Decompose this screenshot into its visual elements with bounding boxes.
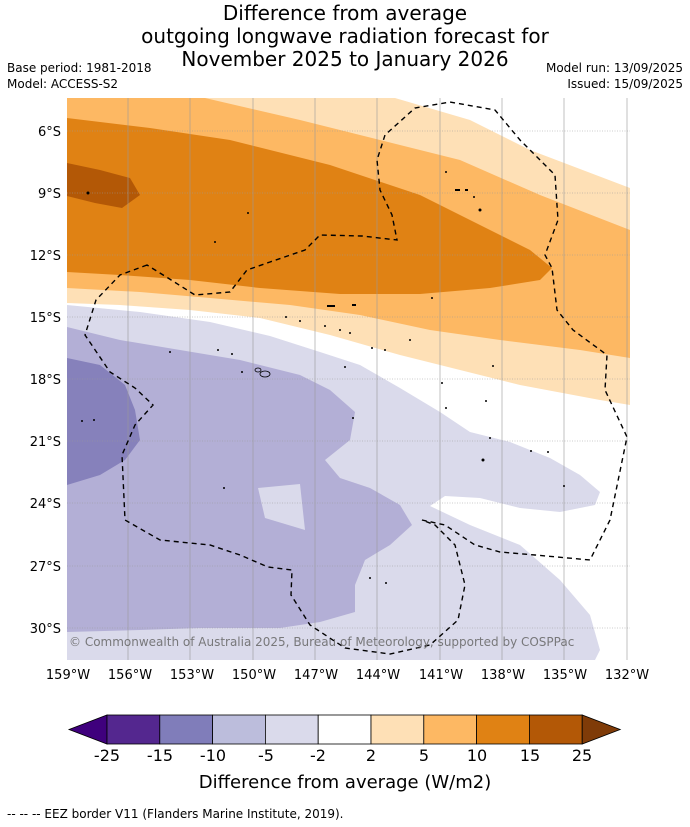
colorbar-label: Difference from average (W/m2): [199, 772, 491, 793]
lat-label: 6°S: [38, 125, 61, 140]
longitude-labels: 159°W 156°W 153°W 150°W 147°W 144°W 141°…: [46, 668, 649, 683]
lon-label: 138°W: [481, 668, 525, 683]
model-run: Model run: 13/09/2025: [545, 61, 683, 75]
lon-label: 135°W: [543, 668, 587, 683]
map-title: Difference from average outgoing longwav…: [0, 2, 690, 71]
colorbar-tick: -10: [200, 746, 226, 765]
colorbar-tick-labels: -25 -15 -10 -5 -2 2 5 10 15 25: [94, 746, 592, 765]
lon-label: 156°W: [108, 668, 152, 683]
colorbar-segment: [212, 714, 266, 745]
lon-label: 147°W: [294, 668, 338, 683]
latitude-labels: 6°S 9°S 12°S 15°S 18°S 21°S 24°S 27°S 30…: [30, 125, 61, 637]
lat-label: 12°S: [30, 249, 61, 264]
issued-date: Issued: 15/09/2025: [567, 77, 683, 91]
colorbar-arrow-low: [67, 714, 108, 745]
lat-label: 18°S: [30, 373, 61, 388]
meta-right: Model run: 13/09/2025 Issued: 15/09/2025: [546, 60, 683, 92]
band-15-to-25: [67, 163, 140, 208]
atoll-outlines: [254, 367, 271, 378]
colorbar-tick: 25: [572, 746, 592, 765]
lon-label: 144°W: [356, 668, 400, 683]
colorbar-segment: [317, 714, 372, 745]
lat-label: 21°S: [30, 435, 61, 450]
colorbar-tick: -2: [310, 746, 326, 765]
lon-label: 159°W: [46, 668, 90, 683]
colorbar-tick: -15: [147, 746, 173, 765]
eez-borders: [84, 101, 628, 655]
colorbar-segment: [264, 714, 319, 745]
eez-legend-note: -- -- -- EEZ border V11 (Flanders Marine…: [7, 807, 344, 821]
colorbar-tick: 5: [419, 746, 429, 765]
lat-label: 15°S: [30, 311, 61, 326]
colorbar-tick: -5: [258, 746, 274, 765]
lat-label: 30°S: [30, 622, 61, 637]
title-line-1: Difference from average: [222, 1, 468, 25]
title-line-2: outgoing longwave radiation forecast for: [141, 24, 549, 48]
band-minus-10-to-minus-15: [67, 358, 140, 485]
eez-border-french-polynesia: [84, 101, 628, 655]
base-period: Base period: 1981-2018: [7, 61, 152, 75]
colorbar-segment: [106, 714, 161, 745]
colorbar-tick: 2: [366, 746, 376, 765]
lon-label: 141°W: [419, 668, 463, 683]
colorbar-segment: [529, 714, 583, 745]
meta-left: Base period: 1981-2018 Model: ACCESS-S2: [7, 60, 152, 92]
copyright-notice: © Commonwealth of Australia 2025, Bureau…: [69, 635, 574, 649]
hole-minus-2-to-minus-5: [258, 484, 305, 530]
lon-label: 132°W: [605, 668, 649, 683]
model-name: Model: ACCESS-S2: [7, 77, 119, 91]
lat-label: 27°S: [30, 560, 61, 575]
colorbar-tick: 15: [520, 746, 540, 765]
map-plot-area: © Commonwealth of Australia 2025, Bureau…: [67, 98, 630, 660]
colorbar-arrow-high: [581, 714, 622, 745]
lon-label: 150°W: [232, 668, 276, 683]
lat-label: 9°S: [38, 187, 61, 202]
graticule: [67, 98, 630, 660]
colorbar-segment: [423, 714, 477, 745]
colorbar-segment: [370, 714, 425, 745]
band-10-to-15: [67, 118, 552, 294]
colorbar-tick: -25: [94, 746, 120, 765]
islands: [81, 171, 565, 584]
band-minus-5-to-minus-10: [67, 327, 412, 632]
colorbar-tick: 10: [467, 746, 487, 765]
colorbar-segment: [159, 714, 214, 745]
lat-label: 24°S: [30, 497, 61, 512]
colorbar-segment: [476, 714, 530, 745]
colorbar: [67, 714, 622, 745]
lon-label: 153°W: [170, 668, 214, 683]
title-line-3: November 2025 to January 2026: [181, 47, 509, 71]
